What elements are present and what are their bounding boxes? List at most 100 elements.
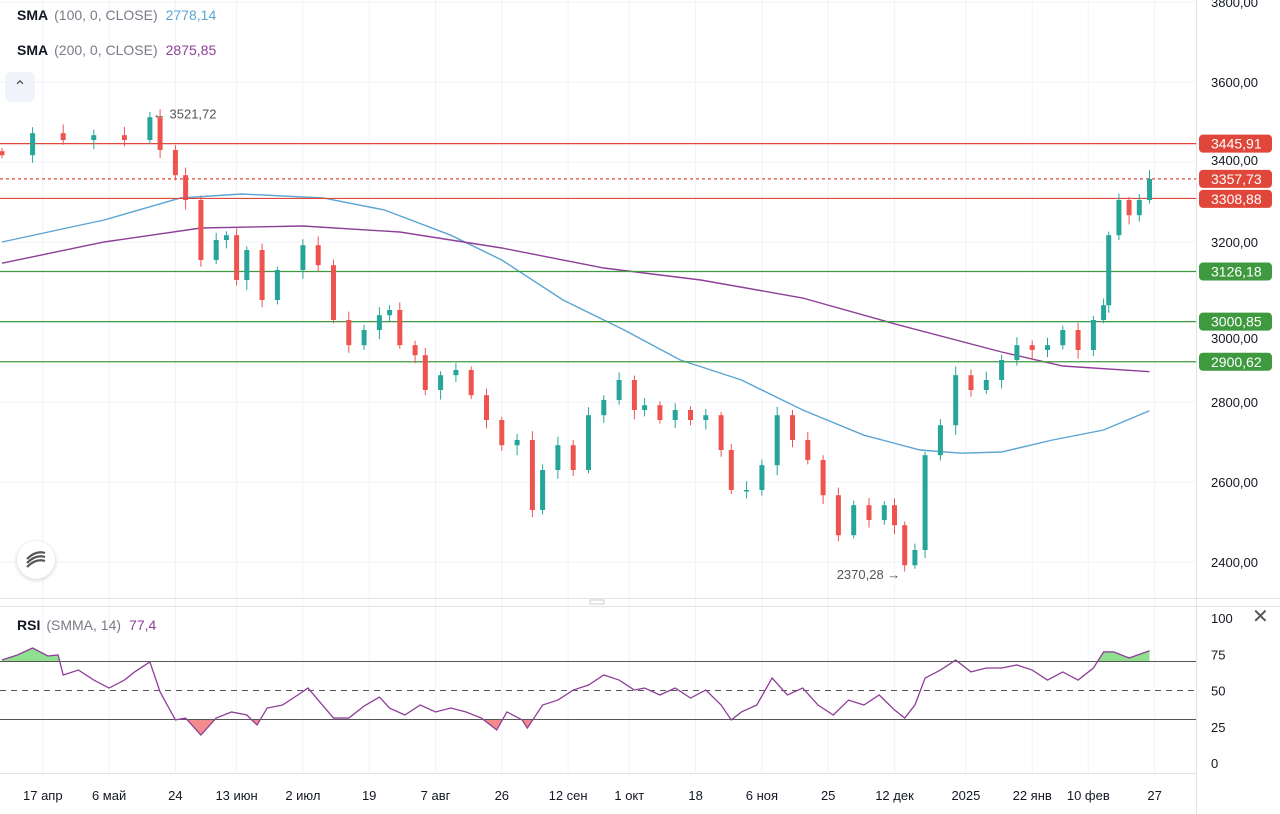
candle-body[interactable] bbox=[331, 265, 336, 320]
candle-body[interactable] bbox=[774, 415, 780, 466]
candle-body[interactable] bbox=[387, 310, 393, 316]
candle-body[interactable] bbox=[540, 470, 546, 510]
candle-body[interactable] bbox=[274, 270, 280, 300]
candle-body[interactable] bbox=[91, 135, 97, 140]
time-axis-label: 13 июн bbox=[215, 788, 257, 803]
candle-body[interactable] bbox=[1147, 178, 1152, 200]
sma100-legend[interactable]: SMA (100, 0, CLOSE) 2778,14 bbox=[17, 7, 216, 23]
candle-body[interactable] bbox=[983, 380, 989, 390]
rsi-legend[interactable]: RSI (SMMA, 14) 77,4 bbox=[17, 617, 156, 633]
candle-body[interactable] bbox=[183, 175, 189, 200]
candle-body[interactable] bbox=[631, 380, 637, 410]
candle-body[interactable] bbox=[468, 370, 474, 396]
candle-body[interactable] bbox=[499, 420, 505, 446]
candle-body[interactable] bbox=[1014, 345, 1020, 360]
pane-resize-handle[interactable] bbox=[589, 599, 605, 605]
candle-body[interactable] bbox=[718, 415, 724, 450]
candle-body[interactable] bbox=[1029, 345, 1035, 350]
rsi-tick-label: 50 bbox=[1211, 684, 1225, 699]
price-level-badge bbox=[1199, 312, 1272, 331]
candle-body[interactable] bbox=[234, 235, 240, 280]
candle-body[interactable] bbox=[570, 445, 576, 470]
price-tick-label: 3400,00 bbox=[1211, 153, 1258, 168]
candle-body[interactable] bbox=[759, 465, 765, 490]
candle-body[interactable] bbox=[586, 415, 591, 470]
candle-body[interactable] bbox=[1106, 235, 1112, 306]
candle-body[interactable] bbox=[1075, 330, 1081, 350]
candle-body[interactable] bbox=[1045, 345, 1050, 350]
tradingview-logo[interactable] bbox=[17, 541, 55, 579]
candle-body[interactable] bbox=[213, 240, 219, 260]
candle-body[interactable] bbox=[172, 150, 178, 176]
candle-body[interactable] bbox=[244, 250, 250, 280]
collapse-legend-button[interactable]: ⌃ bbox=[5, 72, 35, 102]
candle-body[interactable] bbox=[1060, 330, 1066, 346]
candle-body[interactable] bbox=[912, 550, 918, 566]
price-level-label: 2900,62 bbox=[1211, 354, 1262, 370]
candle-body[interactable] bbox=[121, 135, 127, 140]
price-tick-label: 2800,00 bbox=[1211, 395, 1258, 410]
candle-body[interactable] bbox=[422, 355, 428, 390]
price-level-label: 3445,91 bbox=[1211, 136, 1262, 152]
candle-body[interactable] bbox=[157, 117, 163, 150]
candle-body[interactable] bbox=[0, 151, 5, 156]
candle-body[interactable] bbox=[1101, 305, 1107, 320]
candle-body[interactable] bbox=[728, 450, 734, 490]
candle-body[interactable] bbox=[892, 505, 897, 526]
rsi-name: RSI bbox=[17, 617, 41, 633]
candle-body[interactable] bbox=[851, 505, 857, 536]
candle-body[interactable] bbox=[30, 133, 36, 156]
candle-body[interactable] bbox=[1090, 320, 1096, 350]
candle-body[interactable] bbox=[198, 200, 204, 260]
candle-body[interactable] bbox=[315, 245, 321, 266]
candle-body[interactable] bbox=[688, 410, 693, 420]
candle-body[interactable] bbox=[346, 320, 352, 346]
candle-body[interactable] bbox=[484, 395, 489, 420]
candle-body[interactable] bbox=[937, 425, 943, 456]
candle-body[interactable] bbox=[412, 345, 418, 356]
candle-body[interactable] bbox=[1116, 200, 1122, 236]
candle-body[interactable] bbox=[744, 490, 750, 492]
candle-body[interactable] bbox=[999, 360, 1005, 380]
candle-body[interactable] bbox=[300, 245, 306, 270]
candle-body[interactable] bbox=[672, 410, 678, 420]
candle-body[interactable] bbox=[805, 440, 811, 460]
candle-body[interactable] bbox=[147, 117, 153, 140]
candle-body[interactable] bbox=[259, 250, 265, 300]
candle-body[interactable] bbox=[881, 505, 887, 520]
candle-body[interactable] bbox=[922, 455, 928, 550]
candle-body[interactable] bbox=[601, 400, 607, 416]
rsi-line bbox=[1, 647, 1150, 736]
candle-body[interactable] bbox=[902, 525, 908, 566]
candle-body[interactable] bbox=[529, 440, 535, 510]
time-axis-label: 6 май bbox=[92, 788, 126, 803]
candle-body[interactable] bbox=[397, 310, 403, 346]
candle-body[interactable] bbox=[820, 460, 826, 496]
candle-body[interactable] bbox=[438, 375, 444, 390]
candle-body[interactable] bbox=[866, 505, 872, 520]
candle-body[interactable] bbox=[1136, 200, 1142, 216]
candle-body[interactable] bbox=[223, 235, 229, 240]
candle-body[interactable] bbox=[790, 415, 795, 440]
low-annotation: 2370,28 → bbox=[837, 567, 901, 582]
candle-body[interactable] bbox=[376, 315, 382, 330]
candle-body[interactable] bbox=[555, 445, 561, 470]
candle-body[interactable] bbox=[953, 375, 959, 426]
candle-body[interactable] bbox=[657, 405, 663, 420]
sma200-line bbox=[1, 225, 1150, 373]
candle-body[interactable] bbox=[453, 370, 459, 376]
close-rsi-pane-icon[interactable]: ✕ bbox=[1252, 606, 1269, 628]
candle-body[interactable] bbox=[968, 375, 974, 390]
candle-body[interactable] bbox=[642, 405, 648, 410]
price-level-label: 3357,73 bbox=[1211, 171, 1262, 187]
candle-body[interactable] bbox=[361, 330, 367, 346]
candle-body[interactable] bbox=[514, 440, 520, 446]
candle-body[interactable] bbox=[703, 415, 709, 420]
candle-body[interactable] bbox=[60, 133, 66, 140]
candle-body[interactable] bbox=[616, 380, 622, 400]
candle-body[interactable] bbox=[1126, 200, 1132, 216]
candle-body[interactable] bbox=[835, 495, 841, 536]
time-axis-label: 17 апр bbox=[23, 788, 63, 803]
sma200-legend[interactable]: SMA (200, 0, CLOSE) 2875,85 bbox=[17, 42, 216, 58]
